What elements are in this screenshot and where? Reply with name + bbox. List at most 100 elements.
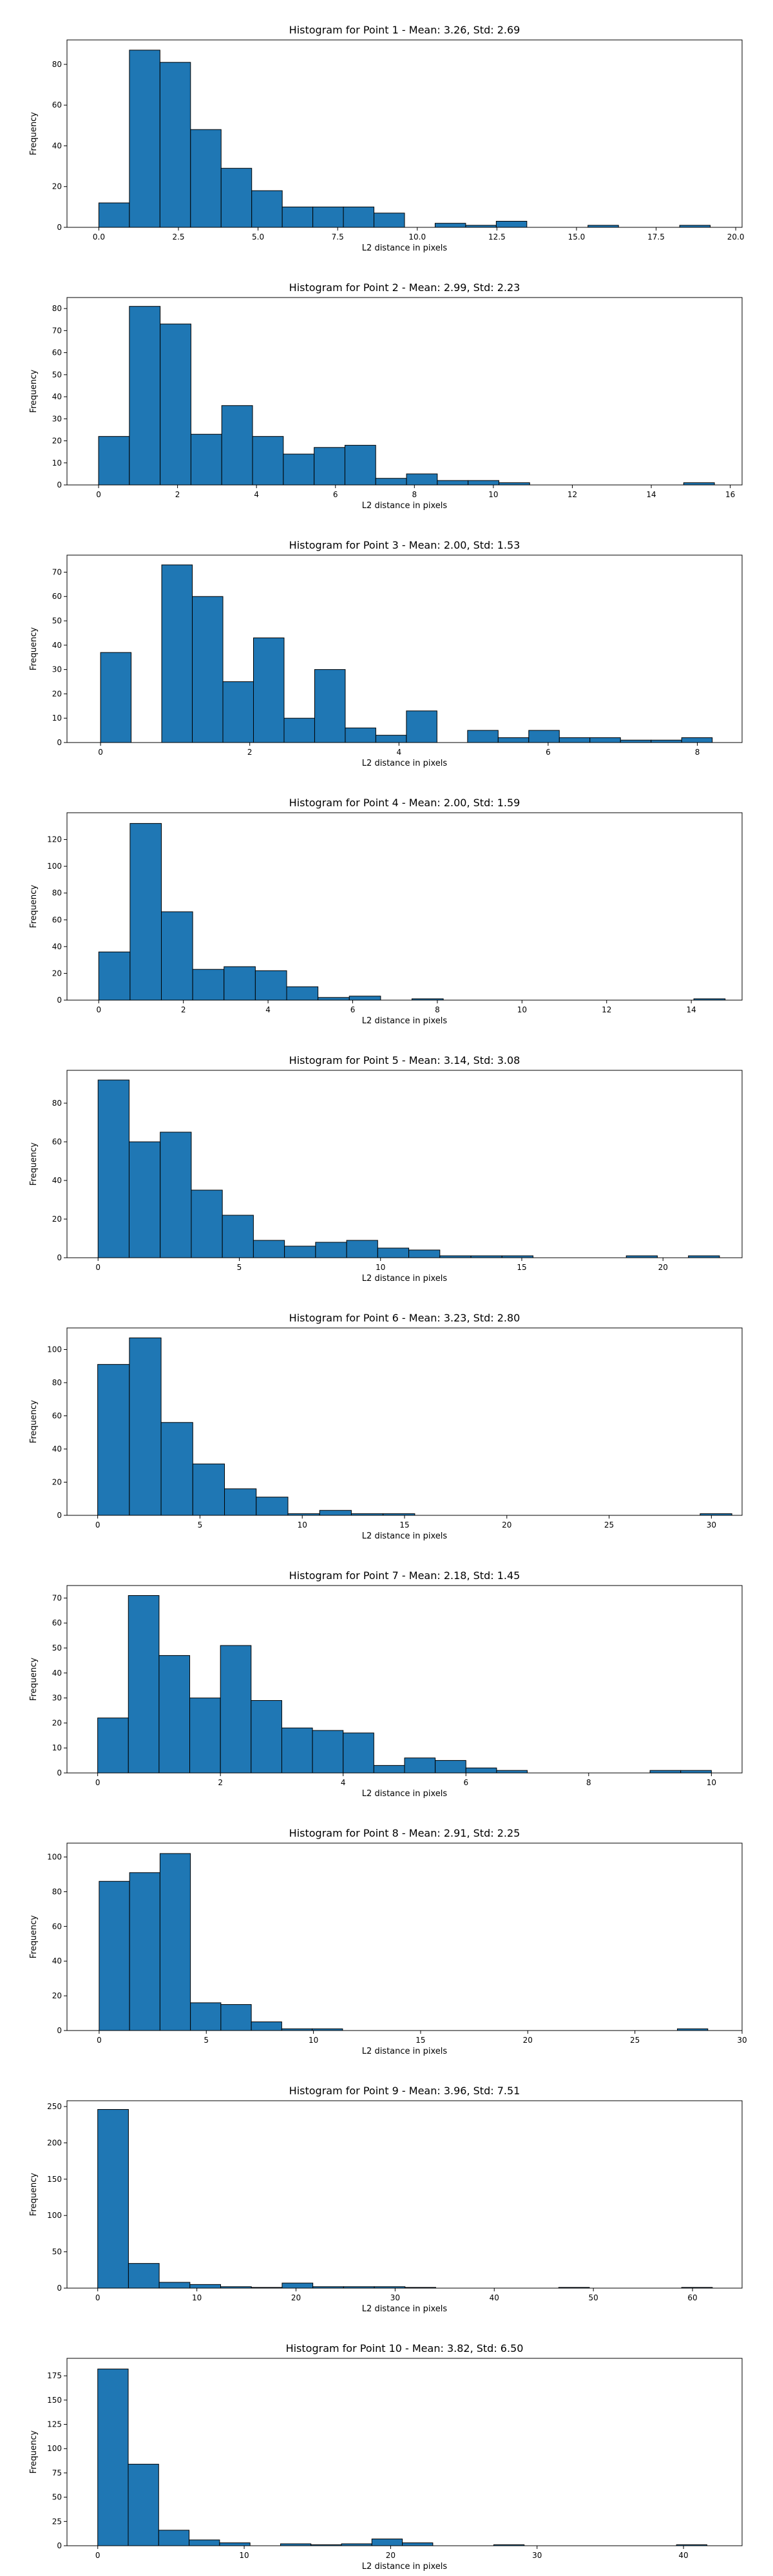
histogram-bar bbox=[281, 1727, 313, 1774]
x-tick-label: 30 bbox=[737, 2036, 747, 2045]
histogram-bar bbox=[283, 717, 315, 743]
histogram-bar bbox=[497, 737, 530, 743]
y-tick-label: 0 bbox=[57, 738, 62, 747]
x-tick-label: 10 bbox=[298, 1520, 307, 1530]
x-axis-label: L2 distance in pixels bbox=[362, 501, 448, 511]
histogram-bar bbox=[251, 190, 283, 228]
x-tick-label: 0 bbox=[95, 1778, 100, 1787]
histogram-bar bbox=[160, 1132, 192, 1258]
x-tick-label: 20 bbox=[386, 2551, 396, 2560]
x-tick-label: 15 bbox=[415, 2036, 425, 2045]
x-axis-label: L2 distance in pixels bbox=[362, 2562, 448, 2571]
y-axis-label: Frequency bbox=[29, 1658, 39, 1701]
x-tick-label: 10 bbox=[488, 490, 498, 499]
x-tick-label: 14 bbox=[646, 490, 656, 499]
bars-group bbox=[97, 1595, 712, 1774]
histogram-bar bbox=[558, 737, 591, 743]
x-tick-label: 10 bbox=[239, 2551, 249, 2560]
x-tick-label: 10 bbox=[376, 1263, 385, 1272]
histogram-panel-7: Histogram for Point 7 - Mean: 2.18, Std:… bbox=[29, 1569, 743, 1799]
histogram-bar bbox=[158, 2530, 190, 2546]
x-tick-label: 2 bbox=[247, 748, 253, 757]
histogram-bar bbox=[190, 2002, 222, 2031]
y-tick-label: 60 bbox=[52, 1411, 62, 1420]
histogram-bar bbox=[404, 1757, 436, 1774]
histogram-bar bbox=[286, 986, 319, 1001]
bars-group bbox=[100, 564, 713, 743]
histogram-bar bbox=[468, 480, 499, 486]
x-tick-label: 0 bbox=[98, 748, 103, 757]
y-tick-label: 80 bbox=[52, 60, 62, 69]
histogram-bar bbox=[224, 966, 256, 1001]
chart-title: Histogram for Point 5 - Mean: 3.14, Std:… bbox=[289, 1054, 520, 1066]
y-tick-label: 100 bbox=[47, 2211, 62, 2220]
y-axis-label: Frequency bbox=[29, 1400, 39, 1443]
histogram-bar bbox=[224, 1488, 257, 1516]
histogram-bar bbox=[256, 1497, 289, 1516]
y-tick-label: 80 bbox=[52, 1887, 62, 1896]
x-tick-label: 30 bbox=[707, 1520, 716, 1530]
x-tick-label: 0.0 bbox=[93, 232, 105, 242]
histogram-bar bbox=[97, 2109, 129, 2289]
y-tick-label: 20 bbox=[52, 182, 62, 191]
x-tick-label: 30 bbox=[532, 2551, 542, 2560]
x-tick-label: 0 bbox=[95, 1520, 100, 1530]
y-tick-label: 80 bbox=[52, 1099, 62, 1108]
y-tick-label: 60 bbox=[52, 1618, 62, 1627]
histogram-bar bbox=[408, 1249, 441, 1258]
y-tick-label: 25 bbox=[52, 2517, 62, 2526]
y-tick-label: 0 bbox=[57, 1768, 62, 1777]
x-tick-label: 2.5 bbox=[172, 232, 184, 242]
histogram-bar bbox=[434, 223, 466, 228]
y-tick-label: 20 bbox=[52, 969, 62, 978]
axes-frame bbox=[66, 2100, 743, 2289]
histogram-bar bbox=[495, 221, 528, 228]
x-tick-label: 8 bbox=[695, 748, 700, 757]
y-tick-label: 60 bbox=[52, 592, 62, 601]
y-tick-label: 0 bbox=[57, 480, 62, 489]
histogram-bar bbox=[496, 1770, 528, 1774]
histogram-bar bbox=[314, 447, 345, 486]
bars-group bbox=[99, 1853, 709, 2031]
x-tick-label: 17.5 bbox=[647, 232, 665, 242]
x-tick-label: 12 bbox=[568, 490, 577, 499]
histogram-bar bbox=[189, 1698, 221, 1774]
y-tick-label: 150 bbox=[47, 2396, 62, 2405]
y-tick-label: 60 bbox=[52, 1922, 62, 1931]
histogram-bar bbox=[220, 2004, 252, 2031]
x-tick-label: 4 bbox=[341, 1778, 346, 1787]
chart-title: Histogram for Point 3 - Mean: 2.00, Std:… bbox=[289, 539, 520, 551]
histogram-bar bbox=[222, 681, 254, 743]
histogram-bar bbox=[192, 1463, 225, 1516]
bars-group bbox=[97, 2109, 713, 2289]
x-tick-label: 0 bbox=[96, 490, 101, 499]
y-tick-label: 50 bbox=[52, 370, 62, 379]
x-tick-label: 5 bbox=[204, 2036, 209, 2045]
chart-title: Histogram for Point 6 - Mean: 3.23, Std:… bbox=[289, 1312, 520, 1324]
histogram-bar bbox=[680, 1770, 712, 1774]
y-tick-label: 200 bbox=[47, 2138, 62, 2147]
y-tick-label: 0 bbox=[57, 2284, 62, 2293]
y-tick-label: 70 bbox=[52, 567, 62, 576]
histogram-bar bbox=[97, 1718, 129, 1774]
histogram-bar bbox=[375, 478, 407, 486]
histogram-panel-2: Histogram for Point 2 - Mean: 2.99, Std:… bbox=[29, 281, 743, 511]
y-tick-label: 50 bbox=[52, 1643, 62, 1653]
histogram-bar bbox=[192, 969, 225, 1001]
histogram-bar bbox=[528, 730, 560, 743]
histogram-bar bbox=[437, 480, 469, 486]
x-tick-label: 8 bbox=[412, 490, 417, 499]
bars-group bbox=[98, 823, 726, 1001]
y-tick-label: 50 bbox=[52, 616, 62, 625]
y-tick-label: 40 bbox=[52, 1444, 62, 1454]
y-tick-label: 125 bbox=[47, 2420, 62, 2429]
histogram-bar bbox=[252, 436, 284, 486]
histogram-bar bbox=[97, 2369, 129, 2546]
y-tick-label: 250 bbox=[47, 2102, 62, 2111]
histogram-bar bbox=[98, 202, 130, 228]
chart-title: Histogram for Point 4 - Mean: 2.00, Std:… bbox=[289, 797, 520, 809]
y-tick-label: 120 bbox=[47, 835, 62, 844]
x-axis-label: L2 distance in pixels bbox=[362, 1531, 448, 1541]
y-tick-label: 20 bbox=[52, 437, 62, 446]
y-tick-label: 0 bbox=[57, 1253, 62, 1262]
